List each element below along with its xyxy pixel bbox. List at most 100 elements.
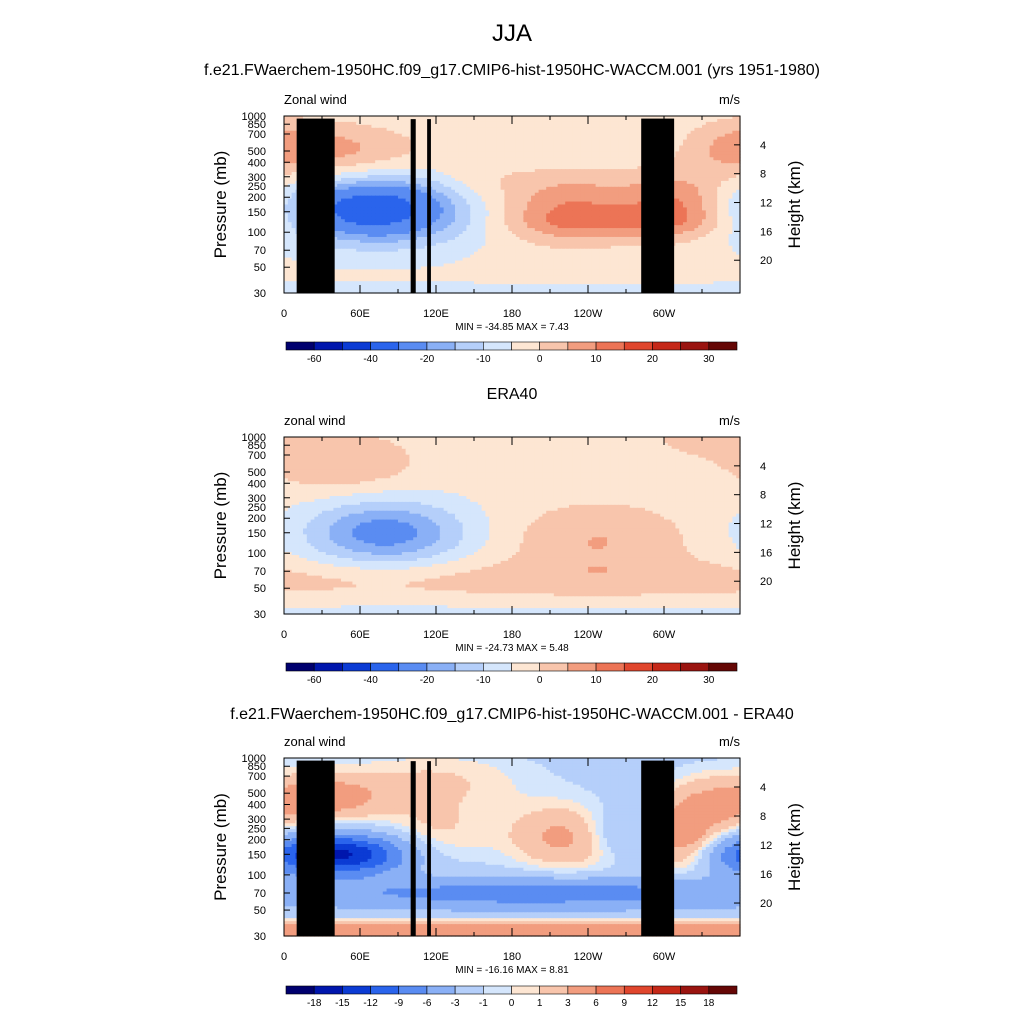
contour-cell <box>420 124 426 129</box>
contour-cell <box>504 201 509 206</box>
contour-cell <box>443 154 448 158</box>
contour-cell <box>371 166 376 170</box>
contour-cell <box>439 201 445 206</box>
contour-cell <box>569 145 574 150</box>
contour-cell <box>458 130 464 135</box>
contour-cell <box>485 139 490 144</box>
contour-cell <box>394 207 399 211</box>
contour-cell <box>686 118 692 123</box>
contour-cell <box>451 121 456 126</box>
contour-cell <box>344 130 350 135</box>
contour-cell <box>417 192 422 197</box>
contour-cell <box>436 116 441 120</box>
contour-cell <box>512 116 517 120</box>
contour-cell <box>291 189 296 194</box>
contour-cell <box>432 172 437 176</box>
contour-cell <box>702 157 707 161</box>
contour-cell <box>371 163 376 167</box>
contour-cell <box>724 198 730 203</box>
contour-cell <box>622 124 627 129</box>
contour-cell <box>398 175 403 179</box>
contour-cell <box>417 154 422 158</box>
contour-cell <box>439 139 445 144</box>
contour-cell <box>356 157 361 161</box>
contour-cell <box>436 175 441 179</box>
contour-cell <box>591 142 597 147</box>
contour-cell <box>477 192 483 197</box>
contour-cell <box>291 116 296 120</box>
contour-cell <box>610 198 616 203</box>
contour-cell <box>572 204 578 209</box>
contour-cell <box>363 195 369 200</box>
contour-cell <box>557 124 562 129</box>
contour-cell <box>550 157 555 161</box>
contour-cell <box>481 160 486 164</box>
contour-cell <box>394 180 399 185</box>
contour-cell <box>591 186 597 191</box>
contour-cell <box>405 163 410 167</box>
contour-cell <box>401 116 407 120</box>
contour-cell <box>629 183 635 188</box>
contour-cell <box>588 166 593 170</box>
contour-cell <box>542 169 547 173</box>
contour-cell <box>493 139 498 144</box>
contour-cell <box>618 198 623 203</box>
contour-cell <box>352 116 357 120</box>
contour-cell <box>341 201 346 206</box>
contour-cell <box>610 142 616 147</box>
contour-cell <box>443 157 448 161</box>
contour-cell <box>379 154 384 158</box>
contour-cell <box>721 166 726 170</box>
contour-cell <box>519 172 524 176</box>
contour-cell <box>375 175 380 179</box>
contour-cell <box>360 116 365 120</box>
contour-cell <box>447 127 452 132</box>
contour-cell <box>500 127 505 132</box>
contour-cell <box>504 151 509 155</box>
contour-cell <box>717 169 722 173</box>
contour-cell <box>489 154 494 158</box>
contour-cell <box>724 121 730 126</box>
contour-cell <box>420 116 426 120</box>
contour-cell <box>637 118 642 123</box>
contour-cell <box>565 160 570 164</box>
contour-cell <box>470 177 475 182</box>
contour-cell <box>588 183 593 188</box>
contour-cell <box>724 207 730 211</box>
contour-cell <box>443 204 448 209</box>
contour-cell <box>546 136 551 141</box>
contour-cell <box>417 130 422 135</box>
contour-cell <box>580 148 585 152</box>
contour-cell <box>595 145 600 150</box>
contour-cell <box>489 160 494 164</box>
contour-cell <box>333 180 338 185</box>
contour-cell <box>432 139 437 144</box>
contour-cell <box>531 116 536 120</box>
contour-cell <box>398 142 403 147</box>
contour-cell <box>360 124 365 129</box>
contour-cell <box>405 160 410 164</box>
contour-cell <box>614 116 619 120</box>
contour-cell <box>394 116 399 120</box>
contour-cell <box>732 192 737 197</box>
contour-cell <box>629 201 635 206</box>
contour-cell <box>360 210 365 214</box>
contour-cell <box>333 127 338 132</box>
contour-cell <box>398 172 403 176</box>
contour-cell <box>337 169 342 173</box>
contour-cell <box>470 175 475 179</box>
contour-cell <box>622 151 627 155</box>
contour-cell <box>405 145 410 150</box>
contour-cell <box>694 189 699 194</box>
contour-cell <box>508 118 513 123</box>
contour-cell <box>732 204 737 209</box>
contour-cell <box>713 177 718 182</box>
contour-cell <box>709 198 714 203</box>
contour-cell <box>360 136 365 141</box>
contour-cell <box>588 157 593 161</box>
contour-cell <box>512 204 517 209</box>
contour-cell <box>496 118 502 123</box>
contour-cell <box>481 172 486 176</box>
contour-cell <box>584 130 589 135</box>
contour-cell <box>375 192 380 197</box>
